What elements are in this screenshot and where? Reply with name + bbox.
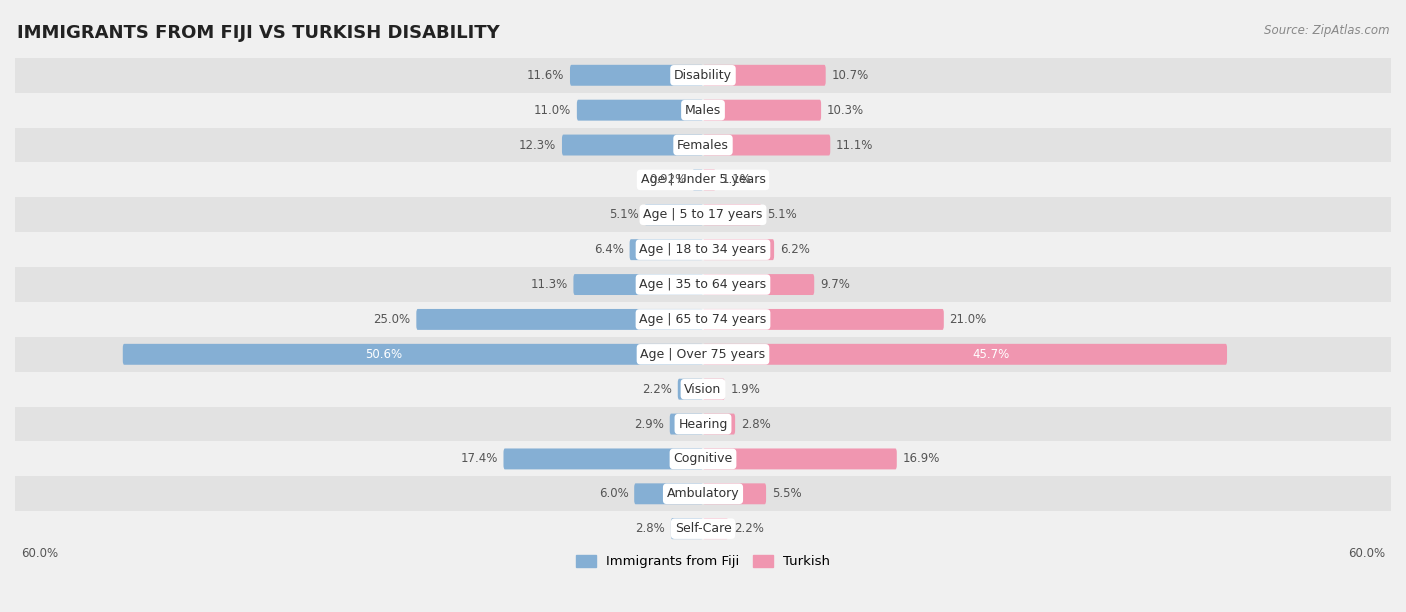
Text: Vision: Vision [685, 382, 721, 396]
Text: 10.3%: 10.3% [827, 103, 863, 117]
FancyBboxPatch shape [503, 449, 703, 469]
Bar [15, 267, 1391, 302]
Text: 1.1%: 1.1% [721, 173, 751, 187]
Text: Age | Under 5 years: Age | Under 5 years [641, 173, 765, 187]
Text: 45.7%: 45.7% [973, 348, 1010, 361]
Text: 6.4%: 6.4% [593, 243, 624, 256]
Text: Females: Females [678, 138, 728, 152]
FancyBboxPatch shape [703, 379, 724, 400]
Text: 6.2%: 6.2% [780, 243, 810, 256]
FancyBboxPatch shape [703, 449, 897, 469]
FancyBboxPatch shape [703, 344, 1227, 365]
Bar [15, 371, 1391, 406]
FancyBboxPatch shape [703, 483, 766, 504]
FancyBboxPatch shape [562, 135, 703, 155]
Text: 2.2%: 2.2% [734, 522, 763, 535]
Text: 17.4%: 17.4% [460, 452, 498, 466]
Text: 2.8%: 2.8% [741, 417, 770, 431]
Text: 2.9%: 2.9% [634, 417, 664, 431]
Text: 21.0%: 21.0% [949, 313, 987, 326]
FancyBboxPatch shape [703, 135, 831, 155]
Text: 9.7%: 9.7% [820, 278, 849, 291]
FancyBboxPatch shape [576, 100, 703, 121]
FancyBboxPatch shape [703, 274, 814, 295]
Text: Hearing: Hearing [678, 417, 728, 431]
Text: Self-Care: Self-Care [675, 522, 731, 535]
Bar [15, 197, 1391, 232]
Text: Ambulatory: Ambulatory [666, 487, 740, 501]
Text: 2.2%: 2.2% [643, 382, 672, 396]
Bar [15, 232, 1391, 267]
FancyBboxPatch shape [703, 414, 735, 435]
Bar [15, 337, 1391, 371]
FancyBboxPatch shape [644, 204, 703, 225]
Bar [15, 92, 1391, 127]
Text: 60.0%: 60.0% [21, 547, 58, 560]
FancyBboxPatch shape [671, 518, 703, 539]
Text: 1.9%: 1.9% [731, 382, 761, 396]
Bar [15, 162, 1391, 197]
Text: 50.6%: 50.6% [366, 348, 402, 361]
Text: Age | 65 to 74 years: Age | 65 to 74 years [640, 313, 766, 326]
FancyBboxPatch shape [703, 518, 728, 539]
FancyBboxPatch shape [703, 170, 716, 190]
Text: Age | Over 75 years: Age | Over 75 years [641, 348, 765, 361]
FancyBboxPatch shape [634, 483, 703, 504]
Text: 11.3%: 11.3% [530, 278, 568, 291]
Text: 10.7%: 10.7% [831, 69, 869, 82]
Text: IMMIGRANTS FROM FIJI VS TURKISH DISABILITY: IMMIGRANTS FROM FIJI VS TURKISH DISABILI… [17, 24, 499, 42]
Legend: Immigrants from Fiji, Turkish: Immigrants from Fiji, Turkish [571, 550, 835, 573]
FancyBboxPatch shape [678, 379, 703, 400]
FancyBboxPatch shape [703, 309, 943, 330]
Text: 5.1%: 5.1% [609, 208, 638, 222]
Text: 5.1%: 5.1% [768, 208, 797, 222]
FancyBboxPatch shape [574, 274, 703, 295]
FancyBboxPatch shape [703, 65, 825, 86]
FancyBboxPatch shape [122, 344, 703, 365]
Bar [15, 441, 1391, 476]
Text: Cognitive: Cognitive [673, 452, 733, 466]
Bar [15, 127, 1391, 162]
FancyBboxPatch shape [703, 204, 762, 225]
FancyBboxPatch shape [416, 309, 703, 330]
FancyBboxPatch shape [630, 239, 703, 260]
Bar [15, 302, 1391, 337]
Text: 16.9%: 16.9% [903, 452, 939, 466]
Bar [15, 406, 1391, 441]
Bar [15, 511, 1391, 546]
Text: 2.8%: 2.8% [636, 522, 665, 535]
Text: Source: ZipAtlas.com: Source: ZipAtlas.com [1264, 24, 1389, 37]
Text: 6.0%: 6.0% [599, 487, 628, 501]
FancyBboxPatch shape [703, 100, 821, 121]
Text: Age | 18 to 34 years: Age | 18 to 34 years [640, 243, 766, 256]
FancyBboxPatch shape [692, 170, 703, 190]
Bar [15, 58, 1391, 92]
Text: 11.1%: 11.1% [837, 138, 873, 152]
Text: Males: Males [685, 103, 721, 117]
Bar [15, 476, 1391, 511]
Text: 12.3%: 12.3% [519, 138, 557, 152]
Text: 0.92%: 0.92% [650, 173, 686, 187]
FancyBboxPatch shape [669, 414, 703, 435]
Text: Disability: Disability [673, 69, 733, 82]
Text: Age | 5 to 17 years: Age | 5 to 17 years [644, 208, 762, 222]
FancyBboxPatch shape [569, 65, 703, 86]
Text: 25.0%: 25.0% [374, 313, 411, 326]
Text: 11.6%: 11.6% [527, 69, 564, 82]
FancyBboxPatch shape [703, 239, 775, 260]
Text: 60.0%: 60.0% [1348, 547, 1385, 560]
Text: 11.0%: 11.0% [534, 103, 571, 117]
Text: Age | 35 to 64 years: Age | 35 to 64 years [640, 278, 766, 291]
Text: 5.5%: 5.5% [772, 487, 801, 501]
